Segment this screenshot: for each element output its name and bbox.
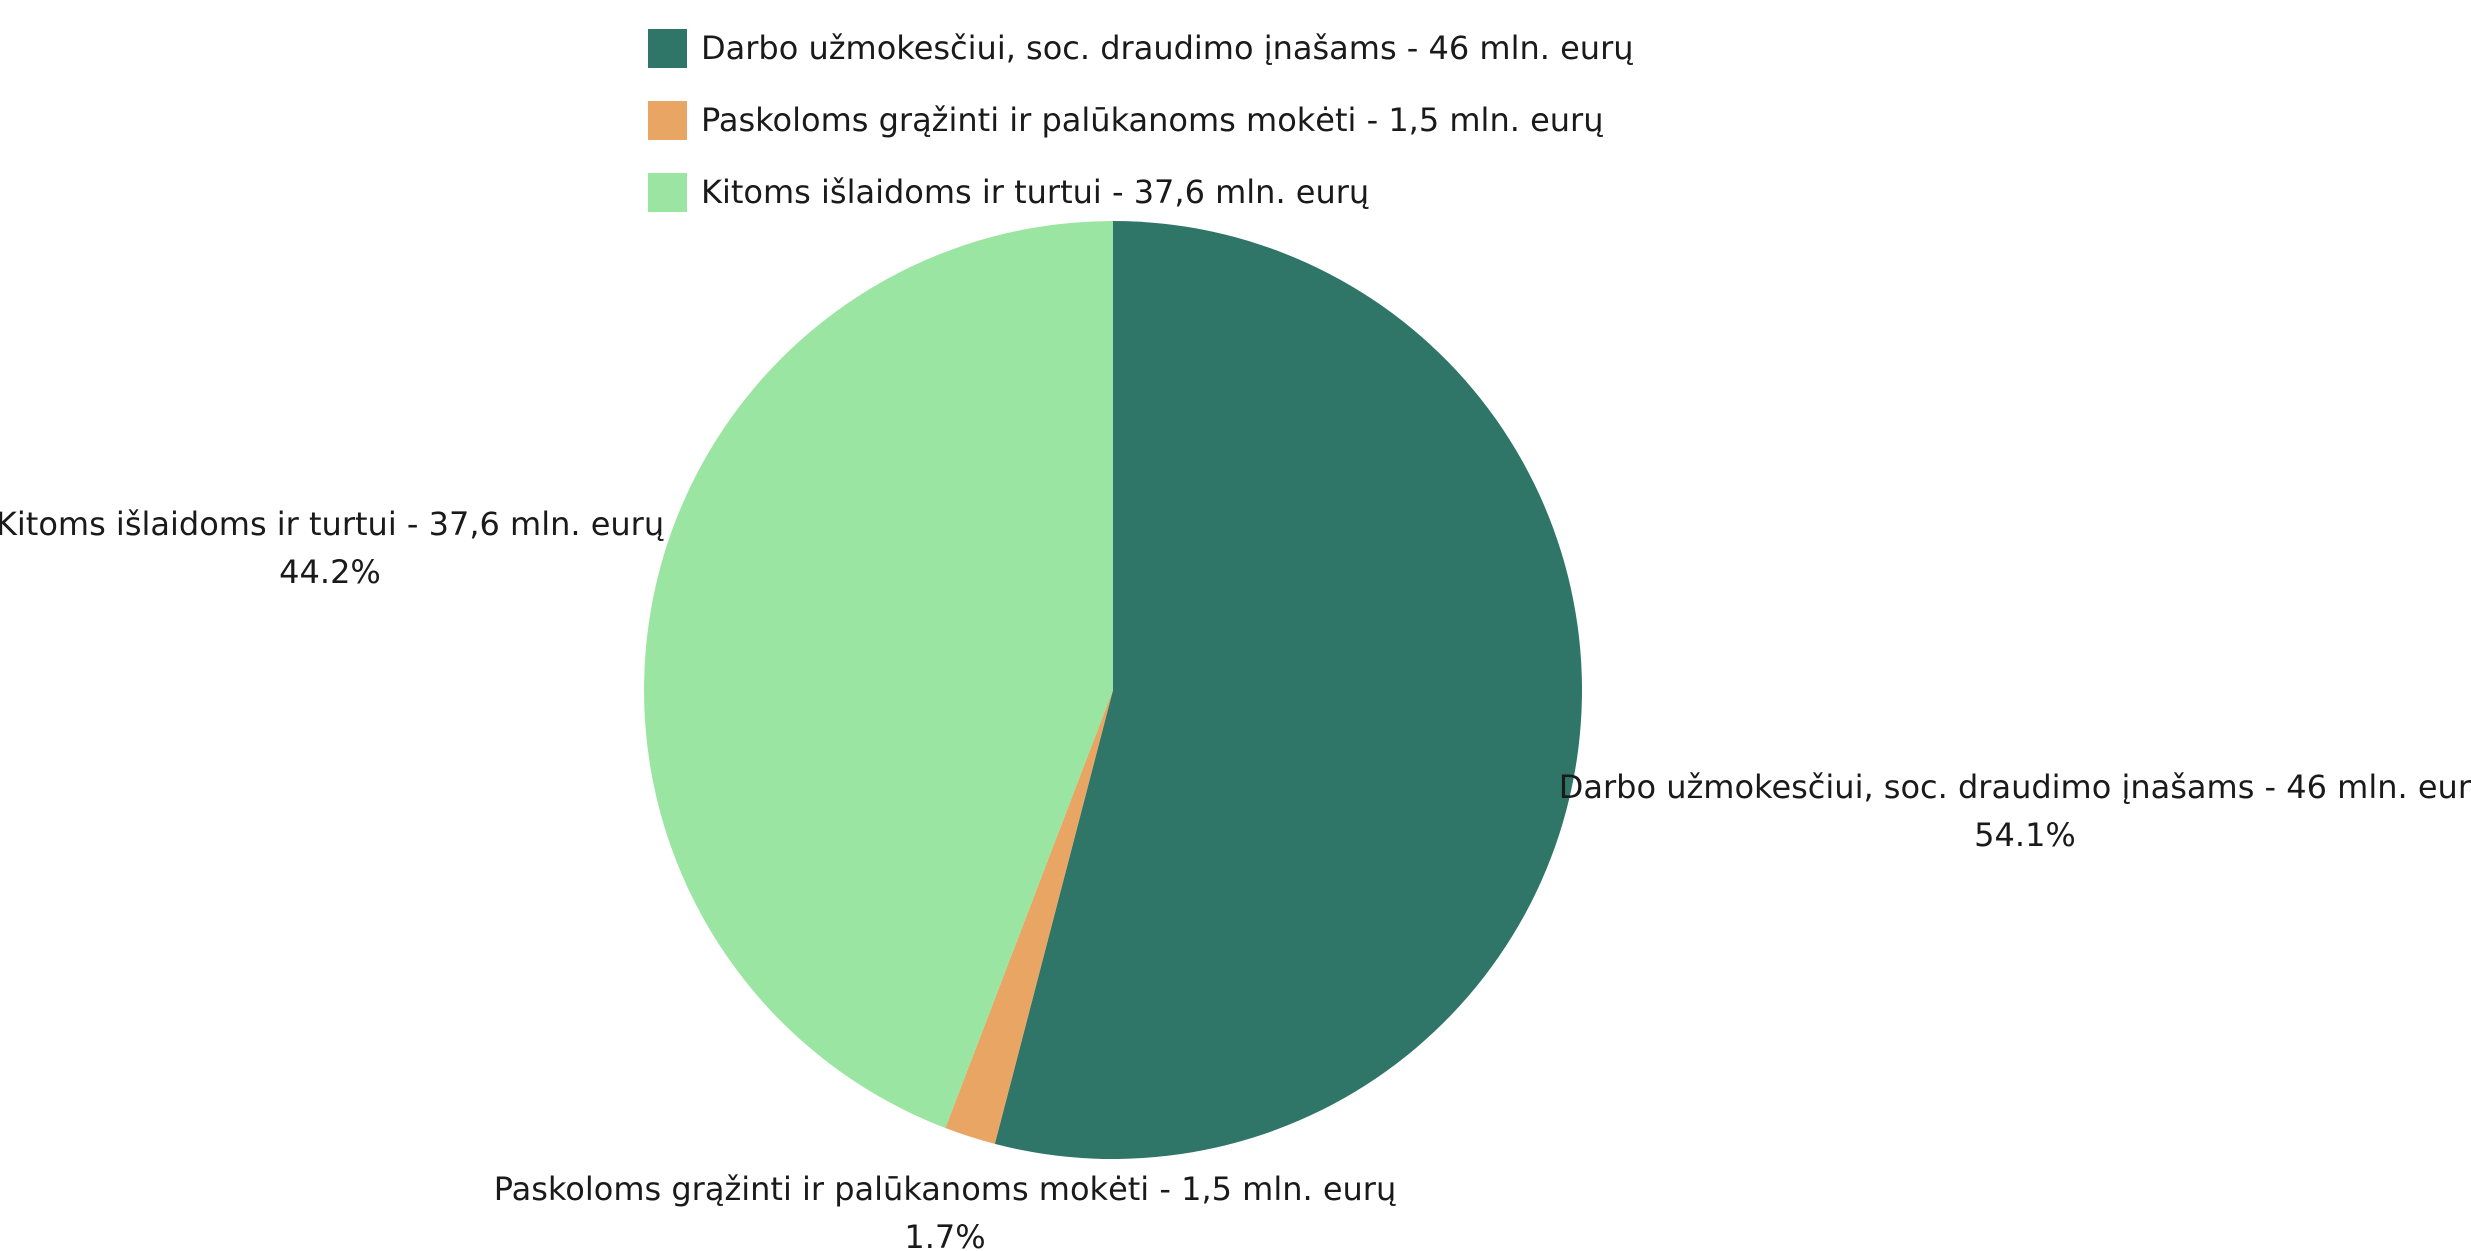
pie-slice — [994, 221, 1583, 1159]
chart-legend: Darbo užmokesčiui, soc. draudimo įnašams… — [648, 12, 1634, 228]
slice-label-text: Paskoloms grąžinti ir palūkanoms mokėti … — [494, 1170, 1396, 1208]
slice-percent-text: 54.1% — [1974, 816, 2076, 854]
pie-slice — [945, 690, 1113, 1144]
legend-swatch — [648, 172, 687, 212]
legend-item: Kitoms išlaidoms ir turtui - 37,6 mln. e… — [648, 156, 1634, 228]
legend-label: Kitoms išlaidoms ir turtui - 37,6 mln. e… — [701, 173, 1370, 211]
slice-label-text: Kitoms išlaidoms ir turtui - 37,6 mln. e… — [0, 505, 664, 543]
slice-label-text: Darbo užmokesčiui, soc. draudimo įnašams… — [1559, 768, 2471, 806]
legend-swatch — [648, 100, 687, 140]
legend-item: Darbo užmokesčiui, soc. draudimo įnašams… — [648, 12, 1634, 84]
legend-label: Paskoloms grąžinti ir palūkanoms mokėti … — [701, 101, 1604, 139]
slice-percent-text: 44.2% — [279, 553, 381, 591]
pie-slice — [643, 221, 1113, 1129]
slice-percent-text: 1.7% — [904, 1218, 985, 1251]
legend-label: Darbo užmokesčiui, soc. draudimo įnašams… — [701, 29, 1634, 67]
slice-labels-group: Darbo užmokesčiui, soc. draudimo įnašams… — [0, 505, 2471, 1251]
slices-group — [643, 221, 1583, 1159]
legend-item: Paskoloms grąžinti ir palūkanoms mokėti … — [648, 84, 1634, 156]
legend-swatch — [648, 28, 687, 68]
